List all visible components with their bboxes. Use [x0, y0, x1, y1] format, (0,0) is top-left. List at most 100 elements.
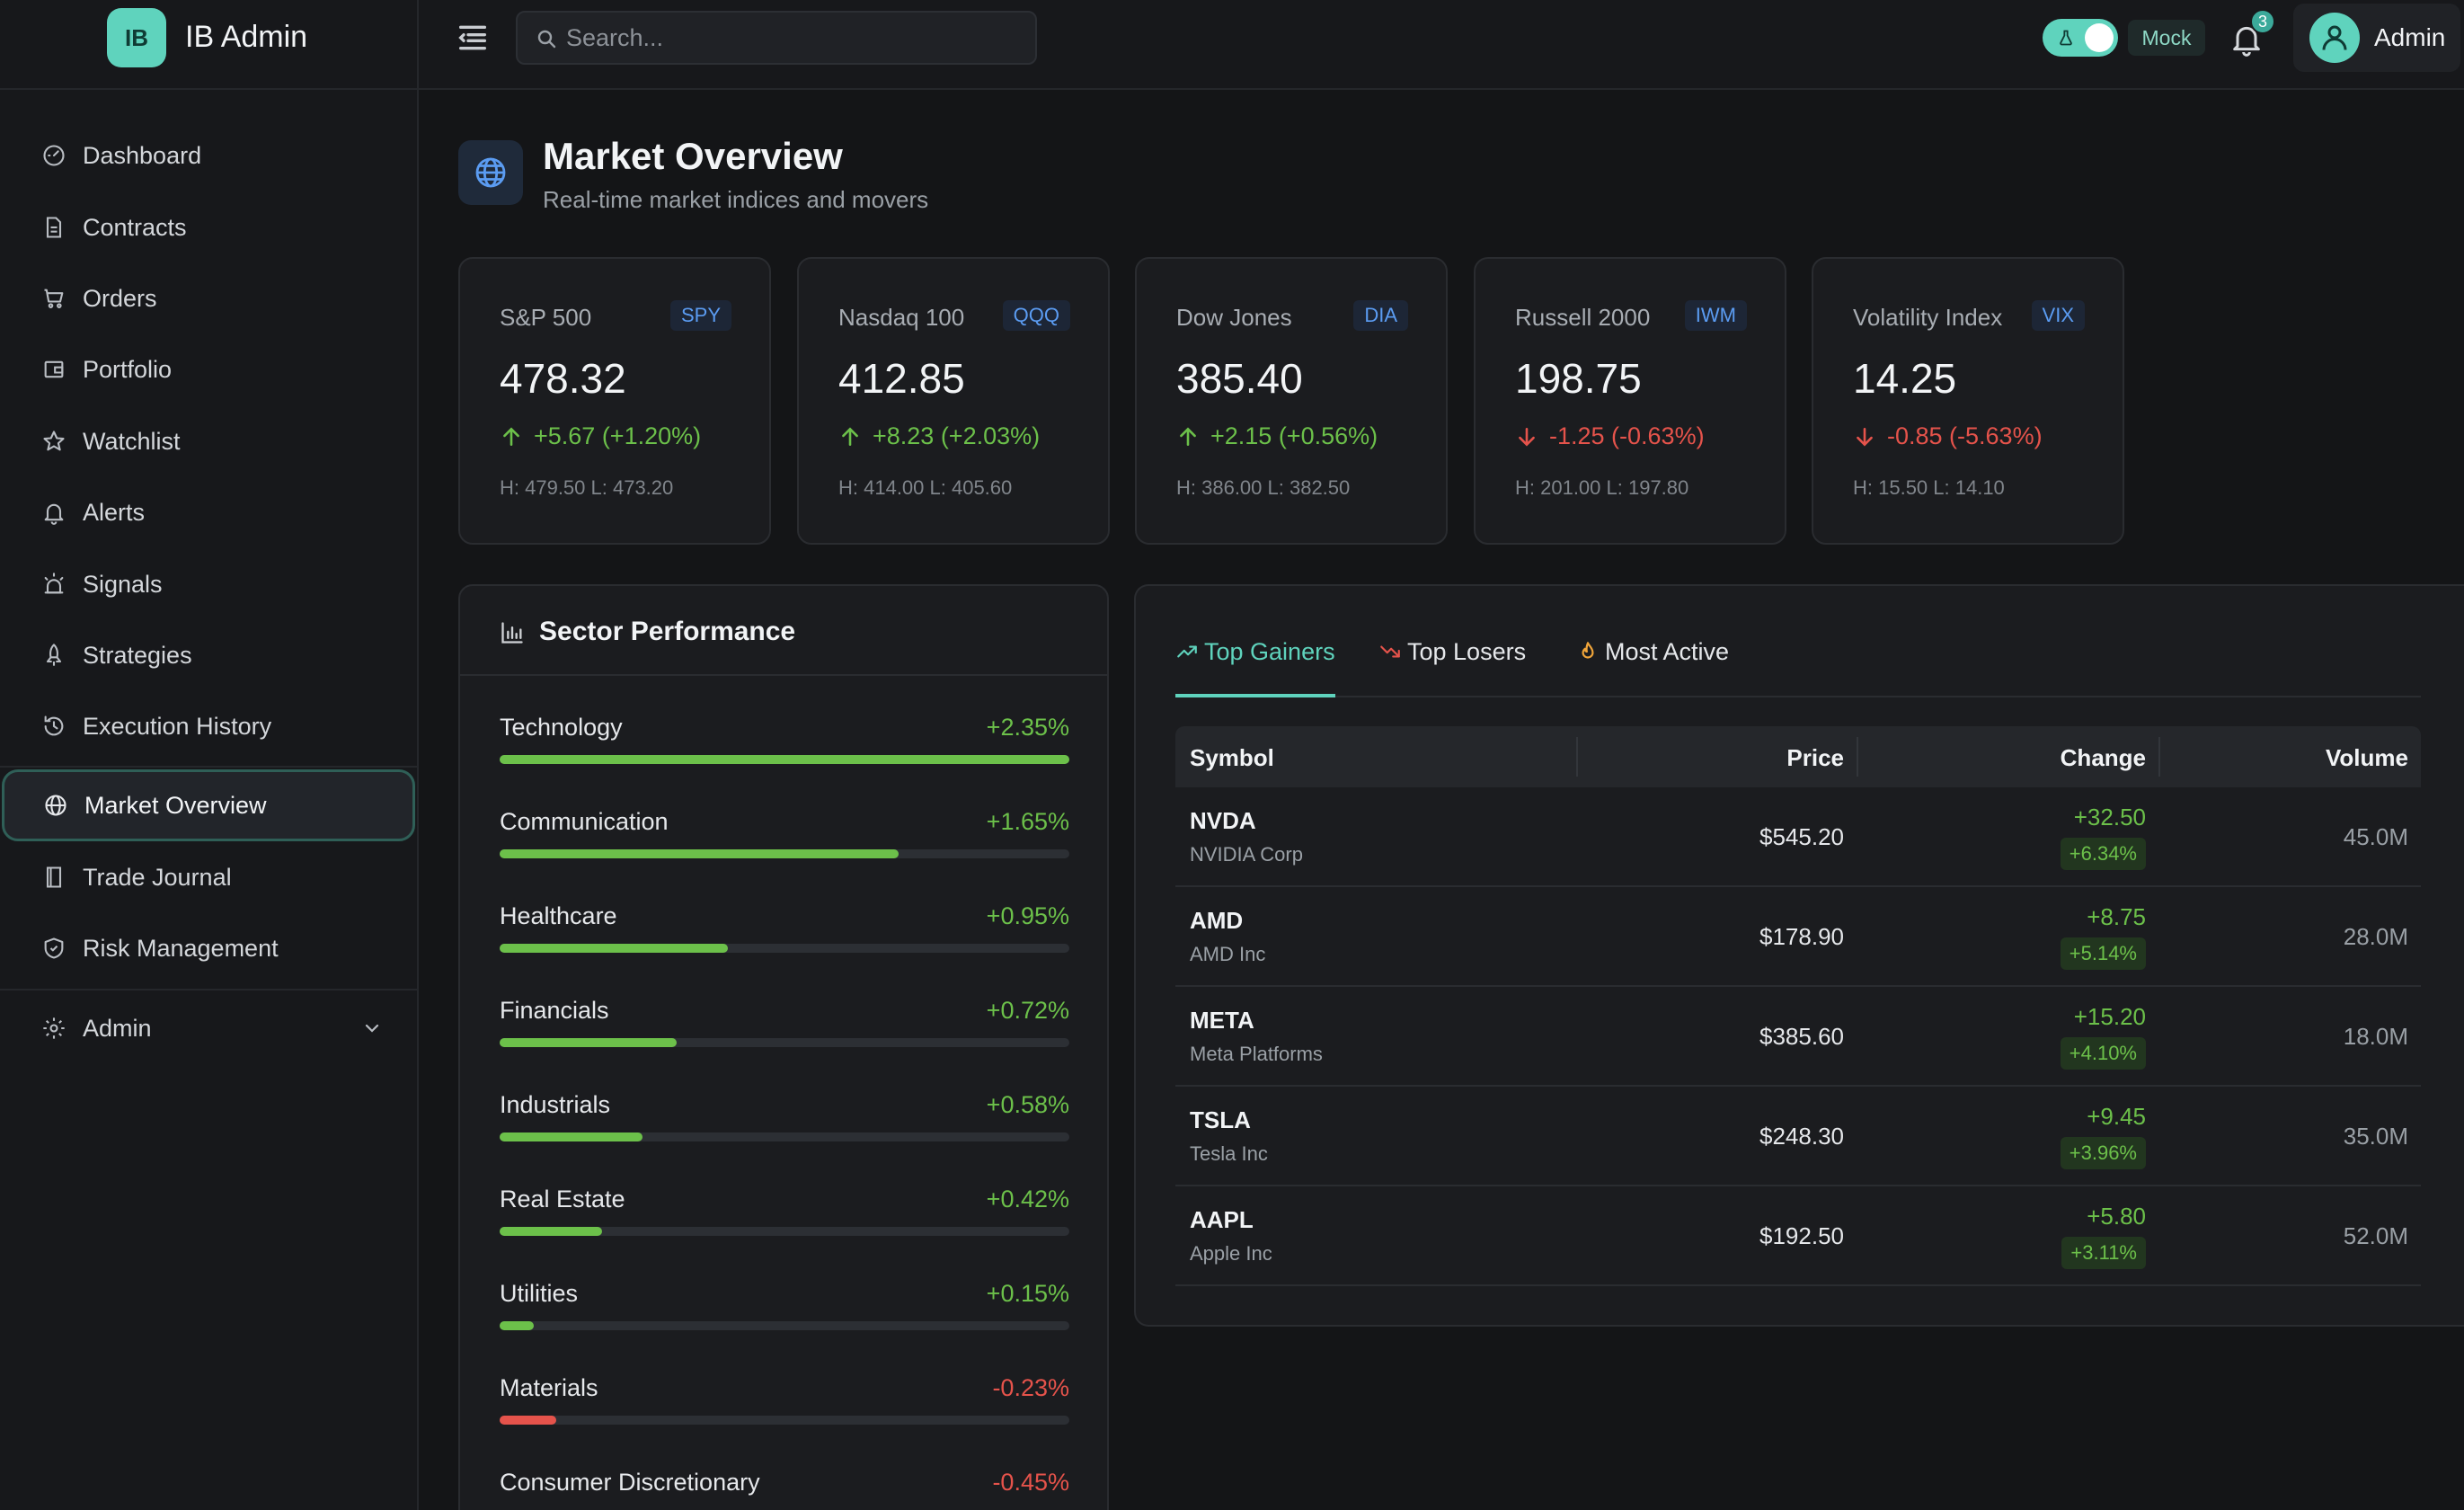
column-header-symbol[interactable]: Symbol — [1190, 744, 1274, 771]
price: $545.20 — [1759, 823, 1844, 850]
sidebar-item-orders[interactable]: Orders — [0, 265, 419, 332]
column-header-volume[interactable]: Volume — [2326, 744, 2408, 771]
arrow-down-icon — [1515, 425, 1538, 449]
index-change: +8.23 (+2.03%) — [838, 422, 1040, 450]
volume: 45.0M — [2343, 823, 2408, 850]
movers-tabs: Top Gainers Top Losers Most Active — [1175, 636, 2421, 697]
sector-change: -0.45% — [992, 1469, 1069, 1496]
tab-most-active[interactable]: Most Active — [1576, 636, 1729, 697]
index-card-spy[interactable]: S&P 500 SPY 478.32 +5.67 (+1.20%) H: 479… — [458, 257, 771, 545]
history-icon — [41, 714, 66, 739]
symbol[interactable]: TSLA — [1190, 1106, 1251, 1133]
tab-top-gainers[interactable]: Top Gainers — [1175, 636, 1335, 697]
sector-name: Materials — [500, 1374, 598, 1401]
brand-name[interactable]: IB Admin — [185, 20, 308, 54]
arrow-down-icon — [1853, 425, 1876, 449]
sidebar-item-trade-journal[interactable]: Trade Journal — [0, 844, 419, 910]
page-subtitle: Real-time market indices and movers — [543, 186, 929, 213]
index-card-iwm[interactable]: Russell 2000 IWM 198.75 -1.25 (-0.63%) H… — [1474, 257, 1786, 545]
sidebar-item-portfolio[interactable]: Portfolio — [0, 336, 419, 403]
table-row[interactable]: NVDA NVIDIA Corp $545.20 +32.50 +6.34% 45.0M — [1175, 787, 2421, 887]
sector-title: Sector Performance — [539, 617, 796, 646]
chevron-down-icon[interactable] — [361, 1017, 383, 1039]
index-change: -1.25 (-0.63%) — [1515, 422, 1705, 450]
sector-row: Utilities +0.15% — [500, 1280, 1069, 1361]
column-header-price[interactable]: Price — [1786, 744, 1844, 771]
sector-row: Communication +1.65% — [500, 808, 1069, 889]
sidebar-item-execution-history[interactable]: Execution History — [0, 693, 419, 759]
change: +8.75 — [2087, 903, 2146, 930]
search-input[interactable] — [566, 20, 1015, 56]
ticker-badge: QQQ — [1002, 300, 1070, 331]
sector-bar-fill — [500, 1227, 603, 1236]
signal-icon — [41, 572, 66, 597]
sidebar-item-label: Execution History — [83, 712, 272, 740]
sidebar-item-market-overview[interactable]: Market Overview — [2, 769, 415, 841]
sidebar-item-dashboard[interactable]: Dashboard — [0, 122, 419, 189]
index-card-vix[interactable]: Volatility Index VIX 14.25 -0.85 (-5.63%… — [1812, 257, 2124, 545]
sidebar-item-signals[interactable]: Signals — [0, 551, 419, 617]
sidebar-item-label: Risk Management — [83, 934, 279, 962]
volume: 35.0M — [2343, 1123, 2408, 1150]
company-name: Tesla Inc — [1190, 1142, 1268, 1165]
sector-name: Financials — [500, 997, 609, 1024]
price: $178.90 — [1759, 923, 1844, 950]
sector-change: -0.23% — [992, 1374, 1069, 1401]
sidebar-item-label: Alerts — [83, 498, 146, 526]
sector-row: Real Estate +0.42% — [500, 1186, 1069, 1266]
sector-row: Technology +2.35% — [500, 714, 1069, 795]
index-high-low: H: 15.50 L: 14.10 — [1853, 476, 2005, 499]
menu-toggle-icon[interactable] — [455, 20, 491, 56]
sidebar-item-admin[interactable]: Admin — [0, 995, 419, 1061]
user-menu[interactable]: Admin — [2293, 4, 2460, 72]
sector-change: +0.58% — [986, 1091, 1069, 1118]
sidebar-item-label: Contracts — [83, 213, 187, 241]
index-name: Dow Jones — [1176, 304, 1292, 331]
index-change-value: +5.67 (+1.20%) — [534, 422, 702, 449]
table-row[interactable]: TSLA Tesla Inc $248.30 +9.45 +3.96% 35.0M — [1175, 1087, 2421, 1186]
document-icon — [41, 215, 66, 240]
change: +32.50 — [2073, 804, 2146, 830]
index-name: Volatility Index — [1853, 304, 2003, 331]
mock-mode-toggle[interactable] — [2043, 19, 2118, 57]
sector-bar-fill — [500, 944, 728, 953]
sidebar-item-alerts[interactable]: Alerts — [0, 479, 419, 546]
sidebar-item-risk-management[interactable]: Risk Management — [0, 915, 419, 982]
table-row[interactable]: AAPL Apple Inc $192.50 +5.80 +3.11% 52.0M — [1175, 1186, 2421, 1286]
sector-change: +2.35% — [986, 714, 1069, 741]
table-row[interactable]: AMD AMD Inc $178.90 +8.75 +5.14% 28.0M — [1175, 887, 2421, 987]
index-card-qqq[interactable]: Nasdaq 100 QQQ 412.85 +8.23 (+2.03%) H: … — [797, 257, 1110, 545]
globe-icon — [43, 793, 68, 818]
brand-logo[interactable]: IB — [107, 8, 166, 67]
column-header-change[interactable]: Change — [2060, 744, 2146, 771]
flask-icon — [2057, 29, 2075, 47]
notifications-bell-icon[interactable] — [2229, 20, 2265, 58]
index-change: +2.15 (+0.56%) — [1176, 422, 1378, 450]
table-row[interactable]: META Meta Platforms $385.60 +15.20 +4.10% 18.… — [1175, 987, 2421, 1087]
trending-down-icon — [1378, 640, 1402, 663]
sector-bar-track — [500, 1321, 1069, 1330]
ticker-badge: SPY — [669, 300, 731, 331]
brand: IB IB Admin — [0, 0, 419, 90]
symbol[interactable]: AMD — [1190, 907, 1244, 934]
sidebar-item-contracts[interactable]: Contracts — [0, 194, 419, 261]
arrow-up-icon — [838, 425, 862, 449]
sector-bar-fill — [500, 755, 1069, 764]
symbol[interactable]: AAPL — [1190, 1206, 1254, 1233]
ticker-badge: DIA — [1353, 300, 1408, 331]
symbol[interactable]: NVDA — [1190, 807, 1256, 834]
sidebar-item-watchlist[interactable]: Watchlist — [0, 408, 419, 475]
sector-name: Communication — [500, 808, 669, 835]
sector-change: +1.65% — [986, 808, 1069, 835]
sector-bar-track — [500, 1227, 1069, 1236]
change: +9.45 — [2087, 1103, 2146, 1130]
index-card-dia[interactable]: Dow Jones DIA 385.40 +2.15 (+0.56%) H: 3… — [1135, 257, 1448, 545]
symbol[interactable]: META — [1190, 1007, 1254, 1034]
sidebar-item-strategies[interactable]: Strategies — [0, 622, 419, 688]
company-name: NVIDIA Corp — [1190, 843, 1303, 866]
tab-top-losers[interactable]: Top Losers — [1378, 636, 1526, 697]
column-separator — [2158, 737, 2160, 777]
sector-bar-fill — [500, 1132, 643, 1141]
table-header: Symbol Price Change Volume — [1175, 726, 2421, 787]
sector-bar-track — [500, 1038, 1069, 1047]
